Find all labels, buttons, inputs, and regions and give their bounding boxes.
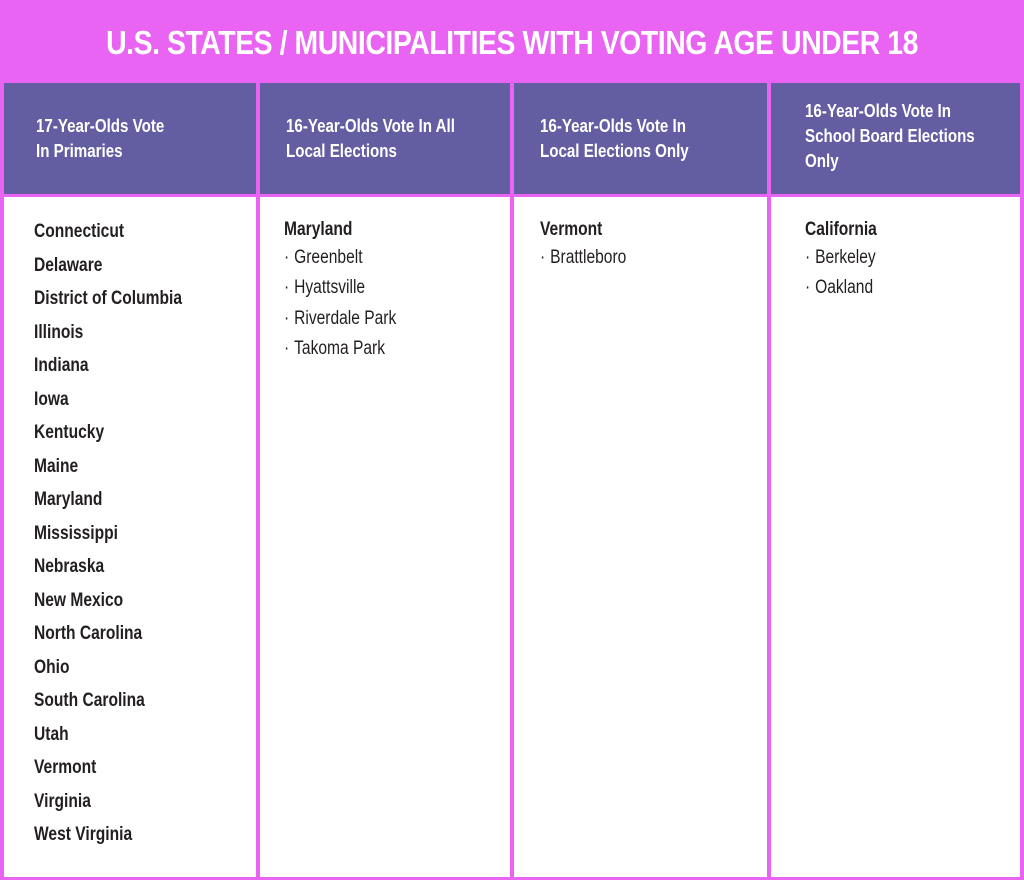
group-state-name: California	[805, 219, 877, 240]
title-bar: U.S. STATES / MUNICIPALITIES WITH VOTING…	[0, 0, 1024, 83]
column-header-text: 16-Year-Olds Vote In School Board Electi…	[805, 99, 975, 174]
municipality-name: Berkeley	[815, 247, 876, 268]
column-body: Maryland · Greenbelt · Hyattsville · Riverd…	[260, 197, 510, 877]
state-item: Maine	[34, 455, 79, 477]
state-item: Utah	[34, 723, 69, 745]
header-line: In Primaries	[36, 140, 123, 161]
state-group: Vermont · Brattleboro	[540, 217, 645, 273]
state-item: Indiana	[34, 355, 89, 376]
bullet-icon: ·	[805, 247, 811, 268]
municipality-item: · Takoma Park	[284, 334, 396, 364]
bullet-icon: ·	[284, 277, 290, 299]
column-header-text: 17-Year-Olds Vote In Primaries	[36, 114, 164, 164]
state-item: Kentucky	[34, 422, 105, 443]
state-item: Illinois	[34, 321, 84, 343]
municipality-name: Riverdale Park	[294, 307, 397, 329]
column-16-school-board: 16-Year-Olds Vote In School Board Electi…	[771, 83, 1020, 877]
column-header-text: 16-Year-Olds Vote In Local Elections Onl…	[540, 114, 689, 164]
state-group: Maryland · Greenbelt · Hyattsville · Riverd…	[284, 217, 421, 364]
header-line: School Board Elections	[805, 126, 975, 146]
group-state-name: Vermont	[540, 219, 603, 240]
state-item: Connecticut	[34, 221, 125, 242]
column-17-primaries: 17-Year-Olds Vote In Primaries Connectic…	[4, 83, 256, 877]
bullet-icon: ·	[284, 337, 290, 359]
state-item: Ohio	[34, 656, 70, 678]
state-item: Mississippi	[34, 522, 118, 544]
column-header: 16-Year-Olds Vote In School Board Electi…	[771, 83, 1020, 194]
state-item: District of Columbia	[34, 288, 183, 309]
municipality-item: · Brattleboro	[540, 243, 626, 273]
municipality-list: · Brattleboro	[540, 243, 645, 273]
municipality-name: Takoma Park	[294, 337, 386, 359]
municipality-item: · Hyattsville	[284, 273, 396, 303]
municipality-name: Hyattsville	[294, 277, 366, 299]
municipality-list: · Berkeley · Oakland	[805, 243, 893, 304]
column-16-local-only: 16-Year-Olds Vote In Local Elections Onl…	[514, 83, 767, 877]
header-line: 16-Year-Olds Vote In	[805, 101, 951, 121]
header-line: 17-Year-Olds Vote	[36, 115, 165, 136]
state-item: Delaware	[34, 254, 103, 276]
column-header-text: 16-Year-Olds Vote In All Local Elections	[286, 114, 455, 164]
state-item: Nebraska	[34, 556, 105, 577]
bullet-icon: ·	[540, 247, 546, 268]
municipality-item: · Berkeley	[805, 243, 877, 273]
state-list: Connecticut Delaware District of Columbi…	[34, 219, 215, 856]
state-group: California · Berkeley · Oakland	[805, 217, 893, 304]
header-line: 16-Year-Olds Vote In All	[286, 115, 455, 136]
municipality-item: · Riverdale Park	[284, 304, 396, 334]
state-item: West Virginia	[34, 824, 133, 845]
municipality-list: · Greenbelt · Hyattsville · Riverdale Park …	[284, 243, 421, 364]
header-line: Only	[805, 151, 839, 171]
column-header: 16-Year-Olds Vote In All Local Elections	[260, 83, 510, 194]
bullet-icon: ·	[284, 307, 290, 329]
column-header: 16-Year-Olds Vote In Local Elections Onl…	[514, 83, 767, 194]
header-line: Local Elections	[286, 140, 397, 161]
header-line: 16-Year-Olds Vote In	[540, 115, 686, 136]
bullet-icon: ·	[805, 277, 811, 299]
state-item: South Carolina	[34, 690, 145, 711]
state-item: Virginia	[34, 790, 91, 812]
column-16-all-local: 16-Year-Olds Vote In All Local Elections…	[260, 83, 510, 877]
column-body: Connecticut Delaware District of Columbi…	[4, 197, 256, 877]
state-item: Iowa	[34, 388, 69, 410]
state-item: New Mexico	[34, 589, 124, 611]
state-item: Vermont	[34, 757, 97, 778]
header-line: Local Elections Only	[540, 140, 689, 161]
group-state-name: Maryland	[284, 219, 353, 240]
state-item: Maryland	[34, 489, 103, 510]
bullet-icon: ·	[284, 247, 290, 268]
municipality-item: · Oakland	[805, 273, 877, 303]
voting-age-table: 17-Year-Olds Vote In Primaries Connectic…	[4, 83, 1020, 877]
column-body: Vermont · Brattleboro	[514, 197, 767, 877]
municipality-name: Oakland	[815, 277, 874, 299]
column-header: 17-Year-Olds Vote In Primaries	[4, 83, 256, 194]
column-body: California · Berkeley · Oakland	[771, 197, 1020, 877]
municipality-item: · Greenbelt	[284, 243, 396, 273]
page-title: U.S. STATES / MUNICIPALITIES WITH VOTING…	[106, 23, 918, 61]
state-item: North Carolina	[34, 623, 143, 644]
municipality-name: Greenbelt	[294, 247, 363, 268]
municipality-name: Brattleboro	[550, 247, 627, 268]
